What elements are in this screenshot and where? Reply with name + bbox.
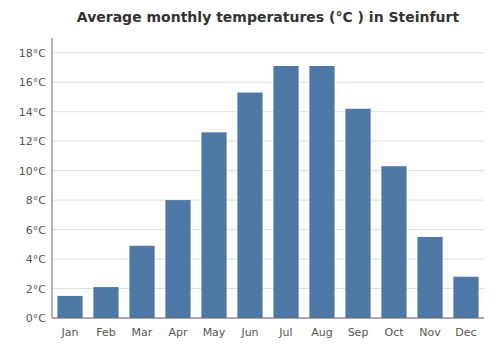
grid-line xyxy=(52,318,484,319)
y-tick-label: 16°C xyxy=(19,76,46,89)
x-tick-label: Sep xyxy=(348,326,369,339)
bar xyxy=(201,132,226,318)
x-tick-label: Jul xyxy=(278,326,292,339)
y-tick-label: 0°C xyxy=(26,312,46,325)
x-axis-line xyxy=(52,318,484,319)
bar xyxy=(345,109,370,318)
y-tick-label: 10°C xyxy=(19,165,46,178)
y-tick-label: 14°C xyxy=(19,106,46,119)
grid-line xyxy=(52,111,484,112)
x-tick-label: May xyxy=(203,326,226,339)
title: Average monthly temperatures (°C ) in St… xyxy=(77,9,460,25)
grid-line xyxy=(52,229,484,230)
y-tick-label: 6°C xyxy=(26,224,46,237)
x-tick-label: Dec xyxy=(455,326,476,339)
x-tick-label: Mar xyxy=(132,326,153,339)
y-tick-label: 8°C xyxy=(26,194,46,207)
bar xyxy=(93,287,118,318)
grid-line xyxy=(52,141,484,142)
x-tick-label: Jan xyxy=(61,326,79,339)
bar xyxy=(165,200,190,318)
y-tick-label: 4°C xyxy=(26,253,46,266)
y-tick-label: 18°C xyxy=(19,47,46,60)
grid-line xyxy=(52,200,484,201)
y-tick-label: 12°C xyxy=(19,135,46,148)
bar xyxy=(57,296,82,318)
bar xyxy=(237,93,262,318)
x-tick-label: Feb xyxy=(96,326,115,339)
bar xyxy=(273,66,298,318)
grid-line xyxy=(52,82,484,83)
bar xyxy=(309,66,334,318)
grid-line xyxy=(52,170,484,171)
x-tick-label: Apr xyxy=(168,326,188,339)
bar xyxy=(417,237,442,318)
grid-line xyxy=(52,52,484,53)
bar xyxy=(381,166,406,318)
chart: Average monthly temperatures (°C ) in St… xyxy=(0,0,500,350)
y-axis-line xyxy=(52,38,53,318)
chart-container: Average monthly temperatures (°C ) in St… xyxy=(0,0,500,350)
grid xyxy=(52,53,484,318)
y-tick-label: 2°C xyxy=(26,283,46,296)
x-tick-label: Nov xyxy=(419,326,441,339)
x-tick-label: Oct xyxy=(384,326,404,339)
x-tick-label: Jun xyxy=(240,326,258,339)
bars xyxy=(57,66,478,318)
bar xyxy=(129,246,154,318)
bar xyxy=(453,277,478,318)
x-tick-label: Aug xyxy=(311,326,332,339)
